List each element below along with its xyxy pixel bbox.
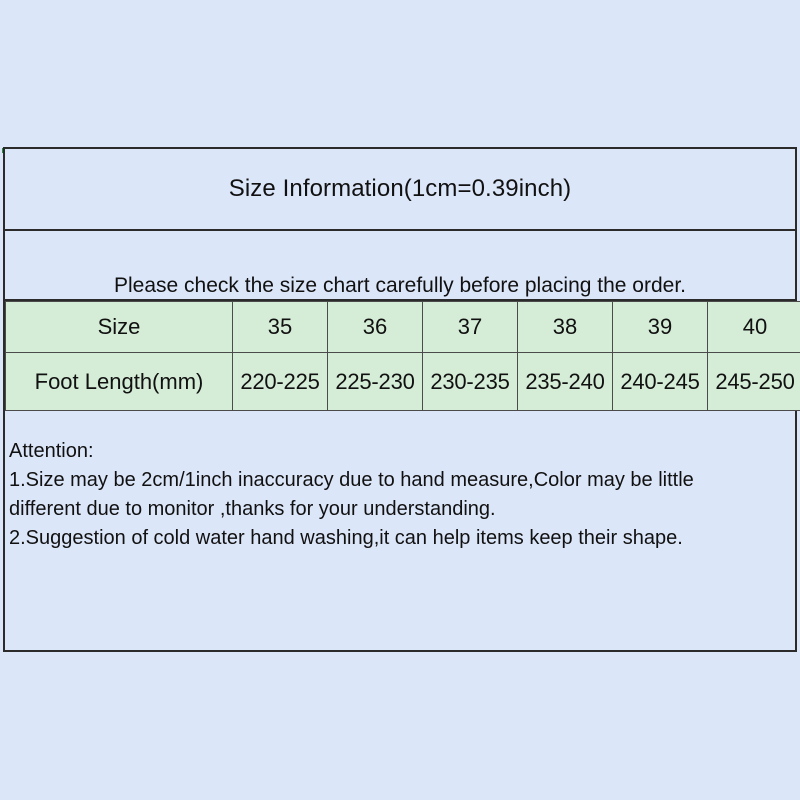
row-header-foot-length: Foot Length(mm)	[5, 352, 233, 411]
size-table: Size 35 36 37 38 39 40 Foot Length(mm) 2…	[5, 301, 800, 411]
attention-heading: Attention:	[9, 440, 94, 462]
notice-row: Please check the size chart carefully be…	[5, 231, 795, 301]
size-cell-4: 39	[612, 301, 708, 353]
size-chart-card: Size Information(1cm=0.39inch) Please ch…	[3, 147, 800, 652]
notice-text: Please check the size chart carefully be…	[114, 273, 686, 297]
size-cell-1: 36	[327, 301, 423, 353]
row-header-size: Size	[5, 301, 233, 353]
table-row-size: Size 35 36 37 38 39 40	[5, 301, 800, 353]
attention-line-3: 2.Suggestion of cold water hand washing,…	[9, 527, 683, 549]
foot-length-cell-1: 225-230	[327, 352, 423, 411]
foot-length-cell-2: 230-235	[422, 352, 518, 411]
size-cell-0: 35	[232, 301, 328, 353]
foot-length-cell-4: 240-245	[612, 352, 708, 411]
attention-block: Attention: 1.Size may be 2cm/1inch inacc…	[5, 411, 795, 650]
table-row-foot-length: Foot Length(mm) 220-225 225-230 230-235 …	[5, 352, 800, 411]
size-cell-2: 37	[422, 301, 518, 353]
title-row: Size Information(1cm=0.39inch)	[5, 149, 795, 231]
attention-line-1: 1.Size may be 2cm/1inch inaccuracy due t…	[9, 469, 694, 491]
foot-length-cell-5: 245-250	[707, 352, 800, 411]
foot-length-cell-3: 235-240	[517, 352, 613, 411]
size-cell-5: 40	[707, 301, 800, 353]
foot-length-cell-0: 220-225	[232, 352, 328, 411]
attention-line-2: different due to monitor ,thanks for you…	[9, 498, 496, 520]
page-title: Size Information(1cm=0.39inch)	[228, 174, 572, 202]
size-cell-3: 38	[517, 301, 613, 353]
